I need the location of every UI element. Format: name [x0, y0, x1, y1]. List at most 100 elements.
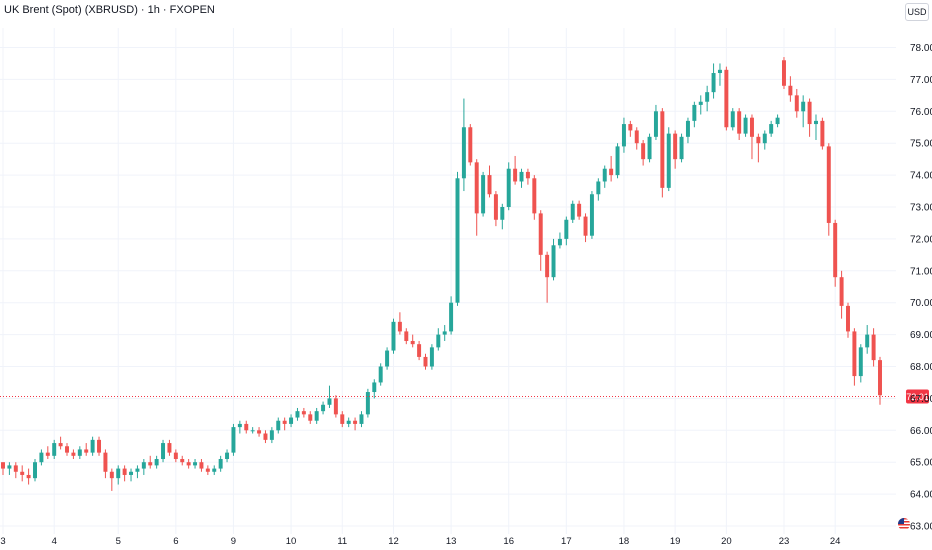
last-price-badge	[906, 389, 929, 404]
candle	[237, 420, 242, 434]
candle	[263, 430, 268, 444]
y-tick-label: 67.00	[910, 394, 932, 405]
candle	[551, 238, 556, 281]
candle	[769, 120, 774, 137]
candle	[250, 427, 255, 434]
x-tick-label: 20	[721, 536, 732, 547]
candle-body	[807, 101, 812, 125]
candle-body	[839, 277, 844, 306]
candle	[724, 66, 729, 131]
candle-body	[781, 60, 786, 86]
candle-body	[365, 392, 370, 415]
candle	[698, 95, 703, 115]
candle	[519, 168, 524, 188]
candle	[84, 443, 89, 456]
candle-body	[814, 120, 818, 125]
candle	[378, 363, 383, 386]
currency-button[interactable]: USD	[905, 3, 929, 21]
candle	[20, 465, 25, 482]
candle-body	[487, 175, 492, 195]
candle-body	[468, 127, 473, 163]
candle-body	[353, 420, 358, 424]
candle-body	[865, 334, 870, 348]
candle-body	[673, 133, 678, 160]
candle	[666, 127, 671, 192]
candle	[97, 436, 102, 456]
candle	[193, 459, 198, 469]
candle	[749, 114, 754, 160]
candle-body	[769, 124, 774, 134]
candle-body	[532, 178, 537, 214]
time-axis[interactable]: 3 4 5 6 9 10 11 12 13 16 17 18 19 20 23 24	[0, 536, 840, 547]
candle	[577, 200, 582, 220]
candle-body	[13, 465, 18, 472]
candle-body	[289, 417, 294, 424]
x-tick-label: 10	[286, 536, 297, 547]
x-tick-label: 6	[173, 536, 178, 547]
candle	[602, 165, 607, 188]
candle	[141, 459, 146, 475]
candle	[833, 219, 838, 287]
candle	[564, 216, 569, 246]
us-flag-icon[interactable]	[898, 518, 910, 530]
y-tick-label: 71.00	[910, 266, 932, 277]
candle-body	[705, 92, 710, 102]
candle	[679, 133, 684, 163]
y-tick-label: 78.00	[910, 43, 932, 54]
candle	[199, 459, 204, 472]
candle-body	[519, 171, 524, 182]
candle	[609, 155, 614, 182]
candle	[314, 407, 319, 424]
x-tick-label: 23	[779, 536, 790, 547]
candle-body	[846, 305, 850, 332]
candle-body	[250, 430, 255, 432]
x-tick-label: 17	[561, 536, 572, 547]
candle	[173, 449, 178, 463]
candle-body	[39, 452, 44, 463]
candle-body	[109, 471, 114, 479]
candle	[717, 63, 722, 86]
candle-body	[199, 462, 204, 469]
candle-body	[263, 433, 268, 440]
candle-body	[97, 439, 102, 453]
price-axis[interactable]: 78.00 77.00 76.00 75.00 74.00 73.00 72.00 71.00…	[910, 43, 932, 533]
candle	[525, 168, 530, 185]
candle-body	[429, 347, 434, 367]
candle-body	[231, 427, 236, 453]
candle	[276, 417, 281, 434]
grid	[0, 28, 896, 534]
candle-body	[333, 398, 338, 415]
candle	[846, 302, 850, 338]
candle-body	[161, 443, 166, 460]
candle-body	[308, 414, 313, 421]
candle-body	[116, 468, 121, 479]
candle	[653, 104, 658, 141]
candle	[468, 124, 473, 166]
candle	[705, 85, 710, 112]
candle-body	[205, 468, 210, 472]
candle-body	[826, 146, 831, 223]
candle	[269, 427, 274, 444]
candle-body	[775, 117, 780, 125]
candle-body	[129, 471, 134, 475]
candle	[7, 462, 12, 475]
candle-body	[743, 117, 748, 134]
candle-body	[397, 321, 402, 332]
candle-body	[45, 452, 50, 456]
x-tick-label: 18	[619, 536, 630, 547]
candle-body	[340, 414, 345, 424]
candle-body	[141, 462, 146, 469]
candle-body	[698, 101, 703, 105]
y-tick-label: 64.00	[910, 490, 932, 501]
candle	[589, 191, 594, 239]
candle-body	[1, 462, 5, 469]
candle-body	[660, 111, 665, 188]
candle	[621, 117, 626, 153]
candle	[826, 143, 831, 236]
candle	[481, 171, 486, 217]
candle-body	[90, 439, 95, 453]
y-tick-label: 73.00	[910, 203, 932, 214]
candle	[743, 114, 748, 137]
candle	[858, 344, 863, 383]
